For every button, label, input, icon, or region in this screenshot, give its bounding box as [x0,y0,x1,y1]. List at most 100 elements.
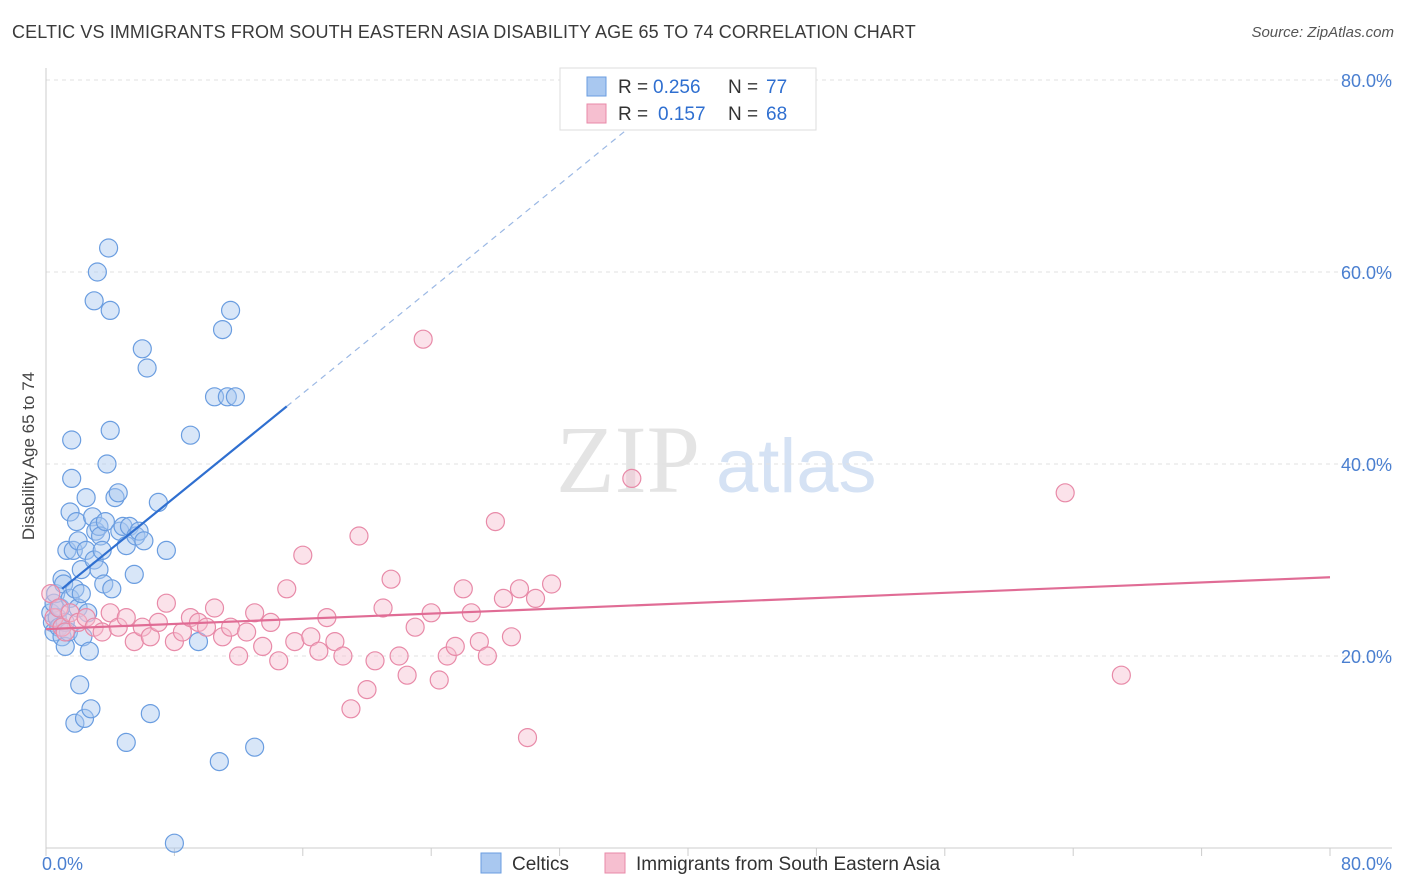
celtic-point-39 [87,262,107,282]
immigrant-point-35 [301,627,321,647]
immigrant-point-57 [477,646,497,666]
bottom-legend-immigrants: Immigrants from South Eastern Asia [636,854,941,875]
celtic-point-50 [102,579,122,599]
celtic-point-71 [209,751,229,772]
celtic-point-24 [68,531,88,551]
celtic-point-43 [92,540,112,561]
immigrant-point-41 [349,526,369,546]
celtic-point-27 [71,583,91,604]
immigrant-point-64 [541,574,562,594]
immigrant-point-33 [285,631,305,652]
celtic-point-74 [220,300,241,320]
immigrant-points [41,329,1131,748]
trend-lines [45,105,1331,631]
immigrant-point-51 [429,670,449,690]
x-tick-label-0: 0.0% [42,854,83,874]
celtic-point-11 [55,636,75,657]
y-tick-label-3: 80.0% [1341,71,1392,91]
celtic-point-65 [148,492,168,512]
immigrant-point-54 [453,579,473,599]
axes [45,68,1392,856]
celtic-point-10 [54,574,74,594]
celtic-point-35 [82,507,103,527]
immigrant-point-18 [164,631,184,652]
celtic-point-36 [84,550,104,570]
immigrant-point-62 [517,727,538,748]
immigrant-point-22 [196,617,217,637]
celtic-point-66 [156,540,176,561]
celtic-point-72 [212,320,233,340]
celtic-point-56 [116,732,136,753]
celtic-point-29 [74,708,95,729]
celtic-point-31 [76,488,96,508]
immigrant-point-63 [525,588,546,609]
celtic-trend-extension [286,105,657,407]
immigrant-point-46 [389,646,409,666]
y-tick-label-2: 60.0% [1341,263,1392,283]
immigrant-point-15 [140,627,160,647]
celtic-point-47 [98,238,119,258]
immigrant-point-66 [1055,483,1075,503]
immigrant-point-26 [229,646,249,666]
celtic-point-25 [70,675,90,695]
immigrant-point-61 [509,579,530,599]
immigrant-point-0 [41,583,61,604]
celtic-point-75 [225,387,245,407]
source-label: Source: ZipAtlas.com [1251,24,1394,41]
immigrant-point-29 [253,636,273,657]
top-legend: R = 0.256 N = 77 R = 0.157 N = 68 [559,67,817,131]
immigrant-point-60 [501,627,522,647]
immigrant-point-47 [397,665,417,685]
immigrant-point-67 [1111,665,1131,685]
celtic-point-49 [100,300,120,320]
legend-n-label-1: N = [728,77,758,98]
celtic-point-16 [60,502,80,522]
celtics-points [41,238,265,853]
legend-r-value-2: 0.157 [658,104,706,125]
celtic-point-67 [164,833,184,853]
celtic-point-60 [129,521,149,541]
immigrant-point-39 [333,646,353,666]
legend-swatch-immigrants [586,103,607,124]
immigrant-point-24 [212,627,233,647]
celtic-point-45 [95,511,115,532]
immigrant-point-36 [309,641,329,661]
chart-title: CELTIC VS IMMIGRANTS FROM SOUTH EASTERN … [12,22,916,42]
immigrant-point-38 [325,631,345,652]
y-tick-label-0: 20.0% [1341,647,1392,667]
celtic-point-76 [245,737,265,757]
immigrant-point-16 [148,612,168,633]
legend-n-value-1: 77 [766,77,787,98]
celtic-point-64 [140,703,160,724]
celtic-point-18 [62,430,82,450]
bottom-legend-swatch-celtics [480,852,502,874]
immigrant-point-30 [261,612,281,633]
immigrant-point-27 [237,622,257,642]
bottom-legend-swatch-immigrants [604,852,626,874]
celtic-point-46 [97,454,117,474]
celtic-point-73 [217,387,237,407]
celtic-point-37 [84,291,104,311]
immigrant-point-43 [365,651,385,671]
immigrant-point-49 [413,329,433,349]
celtic-point-58 [124,564,144,585]
tick-labels: 20.0% 40.0% 60.0% 80.0% 0.0% 80.0% [42,71,1392,874]
celtic-point-17 [62,468,82,488]
immigrant-point-31 [269,651,289,671]
celtic-point-69 [188,631,209,652]
celtic-point-4 [46,583,66,604]
celtic-point-48 [100,420,120,440]
watermark-atlas: atlas [716,424,877,509]
celtic-point-52 [108,483,128,503]
celtic-point-30 [76,540,96,561]
grid-lines [46,79,1392,657]
legend-r-value-1: 0.256 [653,77,701,98]
immigrant-point-56 [469,631,489,652]
y-tick-label-1: 40.0% [1341,455,1392,475]
immigrant-trend-line [45,576,1331,631]
celtic-point-68 [180,425,201,445]
immigrant-point-45 [381,569,401,589]
immigrant-point-12 [116,607,136,628]
legend-r-label-1: R = [618,77,648,98]
